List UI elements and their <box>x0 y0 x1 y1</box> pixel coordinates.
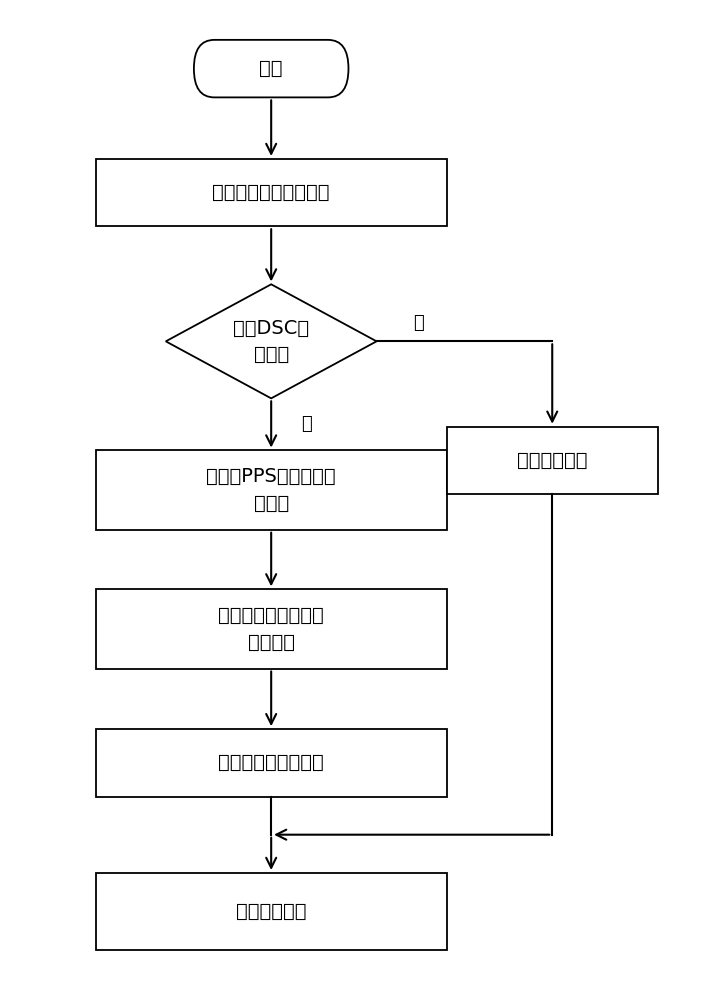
Text: 开始: 开始 <box>260 59 283 78</box>
Text: 配置解压缩模块时序: 配置解压缩模块时序 <box>218 753 324 772</box>
Bar <box>95 450 447 530</box>
Text: 根据切片数信息生成
输出时钟: 根据切片数信息生成 输出时钟 <box>218 606 324 652</box>
Text: 生成输出时钟: 生成输出时钟 <box>517 451 587 470</box>
Text: 是: 是 <box>301 415 311 433</box>
Text: 解封模块解出压缩信息: 解封模块解出压缩信息 <box>213 183 330 202</box>
Text: 显示数据处理: 显示数据处理 <box>236 902 306 921</box>
Bar <box>95 873 447 950</box>
Polygon shape <box>166 284 377 398</box>
Text: 分解出PPS信息和切片
数信息: 分解出PPS信息和切片 数信息 <box>206 467 336 513</box>
Bar <box>95 589 447 669</box>
Bar <box>95 159 447 226</box>
Bar <box>95 729 447 797</box>
Text: 需要DSC解
压缩？: 需要DSC解 压缩？ <box>233 319 309 364</box>
Bar <box>447 427 658 494</box>
Text: 否: 否 <box>413 314 424 332</box>
FancyBboxPatch shape <box>194 40 348 97</box>
